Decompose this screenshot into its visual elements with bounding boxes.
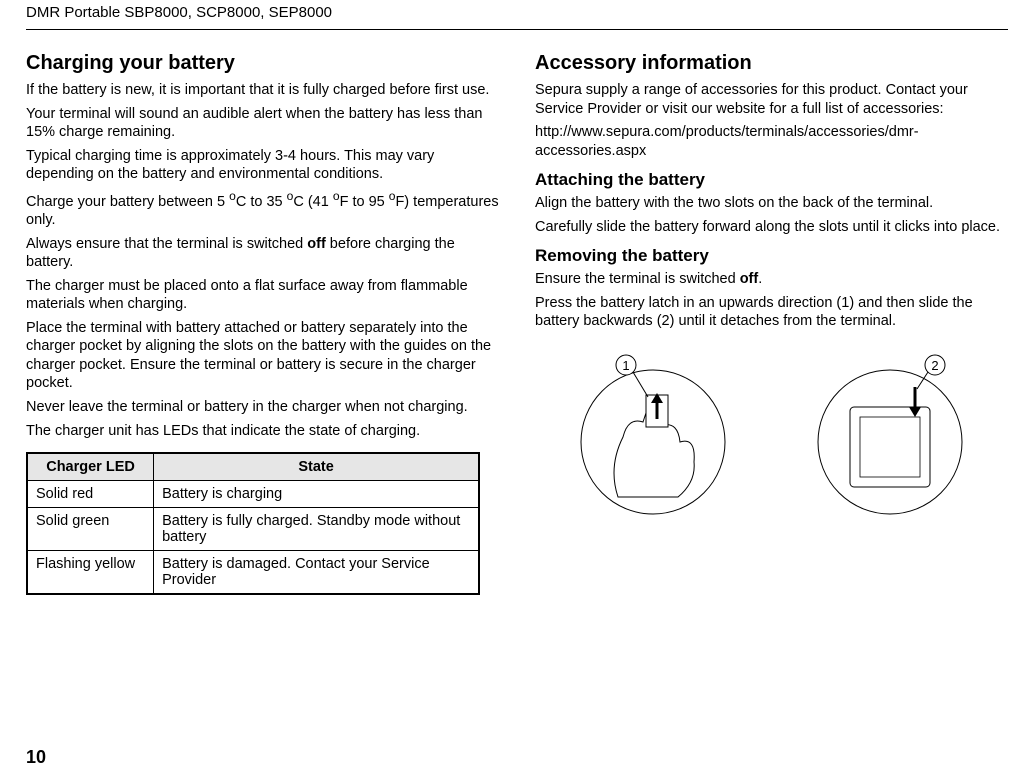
diagram-label-2: 2 xyxy=(931,358,938,373)
bold-off: off xyxy=(740,271,759,287)
degree-symbol: o xyxy=(333,189,340,203)
diagram-label-1: 1 xyxy=(623,358,630,373)
body-text: Always ensure that the terminal is switc… xyxy=(26,235,499,272)
document-header: DMR Portable SBP8000, SCP8000, SEP8000 xyxy=(26,0,1008,30)
body-text: The charger must be placed onto a flat s… xyxy=(26,277,499,314)
table-header: Charger LED xyxy=(27,453,154,481)
text-fragment: F to 95 xyxy=(340,194,389,210)
body-text: Ensure the terminal is switched off. xyxy=(535,270,1008,289)
battery-diagram-2: 2 xyxy=(805,347,975,517)
body-text: If the battery is new, it is important t… xyxy=(26,81,499,100)
body-text: Your terminal will sound an audible aler… xyxy=(26,105,499,142)
table-cell: Flashing yellow xyxy=(27,551,154,595)
body-text: Place the terminal with battery attached… xyxy=(26,319,499,393)
table-cell: Battery is charging xyxy=(154,481,480,508)
table-header: State xyxy=(154,453,480,481)
text-fragment: C (41 xyxy=(293,194,333,210)
text-fragment: . xyxy=(758,271,762,287)
body-text: Align the battery with the two slots on … xyxy=(535,194,1008,213)
table-row: Solid green Battery is fully charged. St… xyxy=(27,508,479,551)
right-column: Accessory information Sepura supply a ra… xyxy=(535,52,1008,595)
table-cell: Solid red xyxy=(27,481,154,508)
body-text: Typical charging time is approximately 3… xyxy=(26,147,499,184)
text-fragment: Ensure the terminal is switched xyxy=(535,271,740,287)
two-column-layout: Charging your battery If the battery is … xyxy=(26,52,1008,595)
table-header-row: Charger LED State xyxy=(27,453,479,481)
battery-diagram-1: 1 xyxy=(568,347,738,517)
table-cell: Battery is fully charged. Standby mode w… xyxy=(154,508,480,551)
body-text: Never leave the terminal or battery in t… xyxy=(26,398,499,417)
body-text: Carefully slide the battery forward alon… xyxy=(535,218,1008,237)
text-fragment: Always ensure that the terminal is switc… xyxy=(26,236,307,252)
attaching-battery-title: Attaching the battery xyxy=(535,170,1008,190)
degree-symbol: o xyxy=(229,189,236,203)
page-number: 10 xyxy=(26,747,46,768)
bold-off: off xyxy=(307,236,326,252)
table-cell: Battery is damaged. Contact your Service… xyxy=(154,551,480,595)
charging-title: Charging your battery xyxy=(26,52,499,75)
removing-battery-title: Removing the battery xyxy=(535,246,1008,266)
table-row: Solid red Battery is charging xyxy=(27,481,479,508)
text-fragment: Charge your battery between 5 xyxy=(26,194,229,210)
accessory-title: Accessory information xyxy=(535,52,1008,75)
url-text: http://www.sepura.com/products/terminals… xyxy=(535,123,1008,160)
body-text: The charger unit has LEDs that indicate … xyxy=(26,422,499,441)
battery-diagram-row: 1 2 xyxy=(535,347,1008,517)
text-fragment: C to 35 xyxy=(236,194,287,210)
charger-led-table: Charger LED State Solid red Battery is c… xyxy=(26,452,480,595)
body-text: Charge your battery between 5 oC to 35 o… xyxy=(26,189,499,230)
table-row: Flashing yellow Battery is damaged. Cont… xyxy=(27,551,479,595)
body-text: Sepura supply a range of accessories for… xyxy=(535,81,1008,118)
body-text: Press the battery latch in an upwards di… xyxy=(535,294,1008,331)
left-column: Charging your battery If the battery is … xyxy=(26,52,499,595)
table-cell: Solid green xyxy=(27,508,154,551)
